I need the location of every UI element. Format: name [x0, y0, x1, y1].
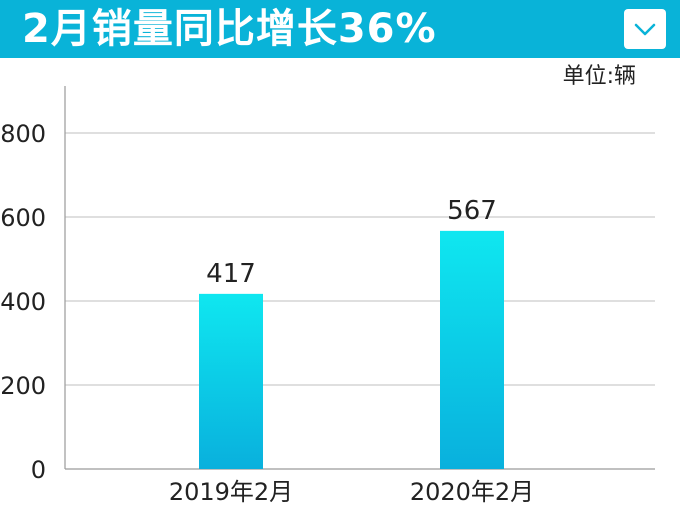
y-tick-label: 400: [0, 288, 46, 316]
x-tick-label: 2020年2月: [410, 478, 534, 506]
bar: [440, 230, 504, 469]
unit-label: 单位:辆: [562, 64, 636, 89]
y-tick-label: 600: [0, 204, 46, 232]
data-label: 417: [206, 259, 256, 289]
bar: [199, 293, 263, 469]
x-tick-label: 2019年2月: [169, 478, 293, 506]
title-bar: 2月销量同比增长36%: [0, 0, 680, 58]
chart-title: 2月销量同比增长36%: [22, 6, 437, 52]
expand-button[interactable]: [624, 9, 666, 49]
y-tick-label: 200: [0, 372, 46, 400]
y-tick-label: 800: [0, 120, 46, 148]
data-label: 567: [447, 196, 497, 226]
y-tick-label: 0: [31, 456, 46, 484]
chevron-down-icon: [634, 23, 656, 36]
